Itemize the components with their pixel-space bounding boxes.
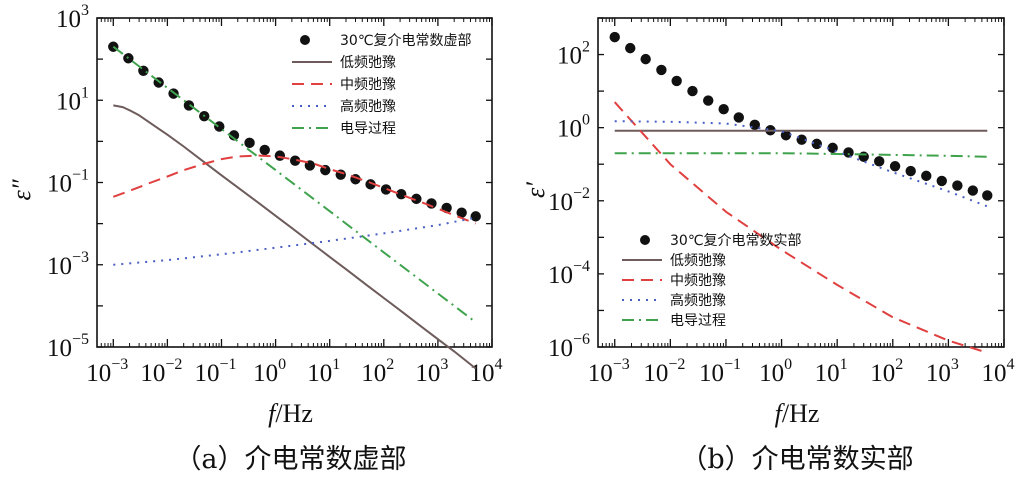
data-point xyxy=(609,31,620,43)
data-point xyxy=(289,155,301,166)
legend-label: 30℃复介电常数虚部 xyxy=(340,32,472,49)
plot-frame xyxy=(96,17,493,348)
data-point xyxy=(718,104,729,115)
y-tick-label: 102 xyxy=(557,39,590,70)
data-point xyxy=(365,179,376,190)
y-tick-label: 10−1 xyxy=(47,167,89,198)
data-point xyxy=(259,144,270,156)
data-point xyxy=(982,190,993,201)
series-4 xyxy=(614,152,988,158)
data-point xyxy=(733,112,744,123)
panel-caption: （a）介电常数虚部 xyxy=(174,444,406,475)
y-axis-label: ε″ xyxy=(7,178,36,200)
y-tick-label: 10−3 xyxy=(47,249,89,280)
series-2 xyxy=(613,101,988,354)
series-line xyxy=(113,216,476,266)
series-0 xyxy=(609,31,993,201)
data-point xyxy=(411,193,422,205)
chart-panel-b: 10−3 10−2 10−1 100 101 102 103 104 10−6 10−4 10−2 1… xyxy=(521,17,1015,475)
legend-label: 中频弛豫 xyxy=(340,77,396,93)
data-point xyxy=(874,156,885,167)
data-point xyxy=(456,207,467,218)
chart-panel-a: 10−3 10−2 10−1 100 101 102 103 10410−510−310−11… xyxy=(7,2,503,475)
y-tick-label: 10−2 xyxy=(548,185,590,216)
legend-label: 中频弛豫 xyxy=(670,273,726,289)
data-point xyxy=(889,161,901,172)
data-point xyxy=(228,130,240,141)
data-point xyxy=(625,42,636,54)
data-point xyxy=(244,137,255,149)
x-axis-label: f/Hz xyxy=(775,399,820,428)
y-tick-label: 10−5 xyxy=(47,331,89,362)
x-tick-label: 10−1 xyxy=(194,356,236,387)
x-tick-label: 101 xyxy=(307,356,340,387)
legend-marker xyxy=(300,35,310,45)
data-point xyxy=(656,64,667,76)
x-tick-label: 100 xyxy=(253,356,286,387)
plot-frame xyxy=(597,17,1005,348)
x-tick-label: 10−3 xyxy=(86,356,128,387)
series-line xyxy=(113,104,477,370)
data-point xyxy=(936,175,947,187)
series-2 xyxy=(112,154,477,225)
x-tick-label: 10−3 xyxy=(588,356,630,387)
series-line xyxy=(614,120,988,208)
legend-label: 低频弛豫 xyxy=(340,55,396,71)
data-point xyxy=(396,188,407,200)
series-3 xyxy=(113,216,476,266)
y-tick-label: 10−4 xyxy=(548,258,590,289)
series-line xyxy=(614,152,988,158)
data-point xyxy=(214,121,225,132)
x-tick-label: 104 xyxy=(982,356,1015,387)
series-3 xyxy=(614,120,988,208)
x-tick-label: 100 xyxy=(759,356,792,387)
y-tick-label: 10−6 xyxy=(548,331,590,362)
series-line xyxy=(613,101,988,354)
x-tick-label: 10−2 xyxy=(140,356,182,387)
data-point xyxy=(905,165,916,177)
y-tick-label: 100 xyxy=(557,112,590,143)
y-tick-label: 101 xyxy=(56,84,89,115)
x-tick-label: 10−1 xyxy=(699,356,741,387)
x-tick-label: 101 xyxy=(815,356,848,387)
y-tick-label: 103 xyxy=(56,2,89,33)
series-line xyxy=(112,154,477,225)
data-point xyxy=(183,100,195,111)
x-tick-label: 103 xyxy=(926,356,959,387)
x-tick-label: 104 xyxy=(470,356,503,387)
data-point xyxy=(921,170,932,182)
series-line xyxy=(112,45,477,323)
x-tick-label: 102 xyxy=(361,356,394,387)
legend-label: 电导过程 xyxy=(670,313,726,329)
data-point xyxy=(858,151,869,162)
data-point xyxy=(843,147,854,158)
x-tick-label: 10−2 xyxy=(643,356,685,387)
data-point xyxy=(671,75,682,87)
data-point xyxy=(470,211,481,222)
data-point xyxy=(274,150,286,161)
legend-label: 电导过程 xyxy=(340,121,396,137)
series-4 xyxy=(112,45,477,323)
data-point xyxy=(380,184,392,195)
legend-marker xyxy=(640,235,650,245)
data-point xyxy=(811,138,822,150)
series-1 xyxy=(113,104,477,370)
data-point xyxy=(640,53,651,65)
data-point xyxy=(967,185,979,196)
y-axis-label: ε′ xyxy=(521,182,550,198)
panel-caption: （b）介电常数实部 xyxy=(680,444,913,475)
data-point xyxy=(952,180,963,191)
legend-label: 高频弛豫 xyxy=(340,98,396,115)
legend-label: 30℃复介电常数实部 xyxy=(670,232,802,249)
legend-label: 低频弛豫 xyxy=(670,253,726,269)
x-tick-label: 102 xyxy=(870,356,903,387)
x-tick-label: 103 xyxy=(415,356,448,387)
x-axis-label: f/Hz xyxy=(268,399,313,428)
data-point xyxy=(703,95,714,106)
legend-label: 高频弛豫 xyxy=(670,292,726,309)
data-point xyxy=(687,85,698,97)
